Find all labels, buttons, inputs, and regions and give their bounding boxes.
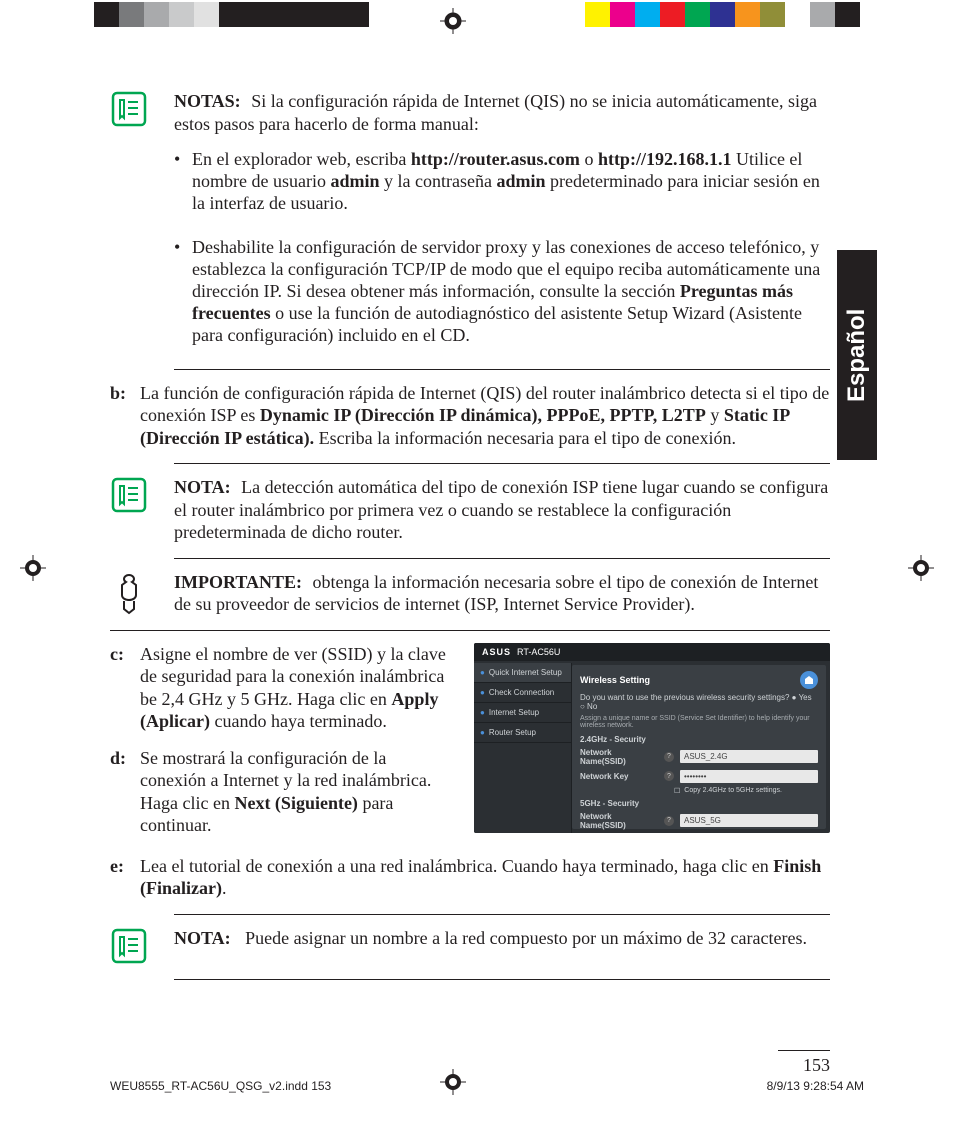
step-d-label: d: xyxy=(110,747,140,837)
divider xyxy=(110,630,830,631)
shot-side-item: ●Internet Setup xyxy=(474,703,571,723)
important-icon xyxy=(110,571,160,615)
shot-side-item: ●Router Setup xyxy=(474,723,571,743)
help-icon: ? xyxy=(664,752,674,762)
bullet-dot: • xyxy=(174,149,192,215)
divider xyxy=(174,914,830,915)
step-e-text: Lea el tutorial de conexión a una red in… xyxy=(140,855,830,900)
footer-file: WEU8555_RT-AC56U_QSG_v2.indd 153 xyxy=(110,1079,331,1093)
divider xyxy=(174,979,830,980)
nota2-text: La detección automática del tipo de cone… xyxy=(174,477,828,542)
shot-title: Wireless Setting xyxy=(580,675,650,685)
step-c-label: c: xyxy=(110,643,140,733)
shot-question: Do you want to use the previous wireless… xyxy=(580,693,818,711)
step-d-text: Se mostrará la configuración de la conex… xyxy=(140,747,456,837)
copy-checkbox: ☐Copy 2.4GHz to 5GHz settings. xyxy=(674,787,818,795)
nota2-label: NOTA: xyxy=(174,477,231,497)
home-icon xyxy=(800,671,818,689)
registration-mark-icon xyxy=(440,8,466,34)
router-screenshot: ASUS RT-AC56U ●Quick Internet Setup●Chec… xyxy=(474,643,830,833)
step-b-label: b: xyxy=(110,382,140,450)
notas-text: Si la configuración rápida de Internet (… xyxy=(174,91,817,134)
help-icon: ? xyxy=(664,816,674,826)
registration-mark-icon xyxy=(908,555,934,581)
nota3-label: NOTA: xyxy=(174,928,231,948)
step-b-text: La función de configuración rápida de In… xyxy=(140,382,830,450)
bullet-dot: • xyxy=(174,237,192,347)
shot-help: Assign a unique name or SSID (Service Se… xyxy=(580,715,818,729)
shot-brand: ASUS xyxy=(482,647,511,657)
note-icon xyxy=(110,476,160,514)
divider xyxy=(174,558,830,559)
registration-mark-icon xyxy=(20,555,46,581)
help-icon: ? xyxy=(664,771,674,781)
ssid-5-input: ASUS_5G xyxy=(680,814,818,827)
step-e-label: e: xyxy=(110,855,140,900)
shot-side-item: ●Quick Internet Setup xyxy=(474,663,571,683)
shot-side-item: ●Check Connection xyxy=(474,683,571,703)
page-content: NOTAS: Si la configuración rápida de Int… xyxy=(110,90,830,992)
bullet-2: Deshabilite la configuración de servidor… xyxy=(192,237,830,347)
footer-date: 8/9/13 9:28:54 AM xyxy=(767,1079,864,1093)
divider xyxy=(174,369,830,370)
key-24-input: •••••••• xyxy=(680,770,818,783)
note-icon xyxy=(110,927,160,965)
note-icon xyxy=(110,90,160,128)
nota3-text: Puede asignar un nombre a la red compues… xyxy=(245,928,807,948)
notas-label: NOTAS: xyxy=(174,91,241,111)
page-number: 153 xyxy=(778,1050,830,1076)
importante-label: IMPORTANTE: xyxy=(174,572,302,592)
print-colorbar xyxy=(0,0,954,28)
bullet-1: En el explorador web, escriba http://rou… xyxy=(192,149,830,215)
shot-model: RT-AC56U xyxy=(517,647,560,657)
language-tab: Español xyxy=(837,250,877,460)
step-c-text: Asigne el nombre de ver (SSID) y la clav… xyxy=(140,643,456,733)
divider xyxy=(174,463,830,464)
ssid-24-input: ASUS_2.4G xyxy=(680,750,818,763)
